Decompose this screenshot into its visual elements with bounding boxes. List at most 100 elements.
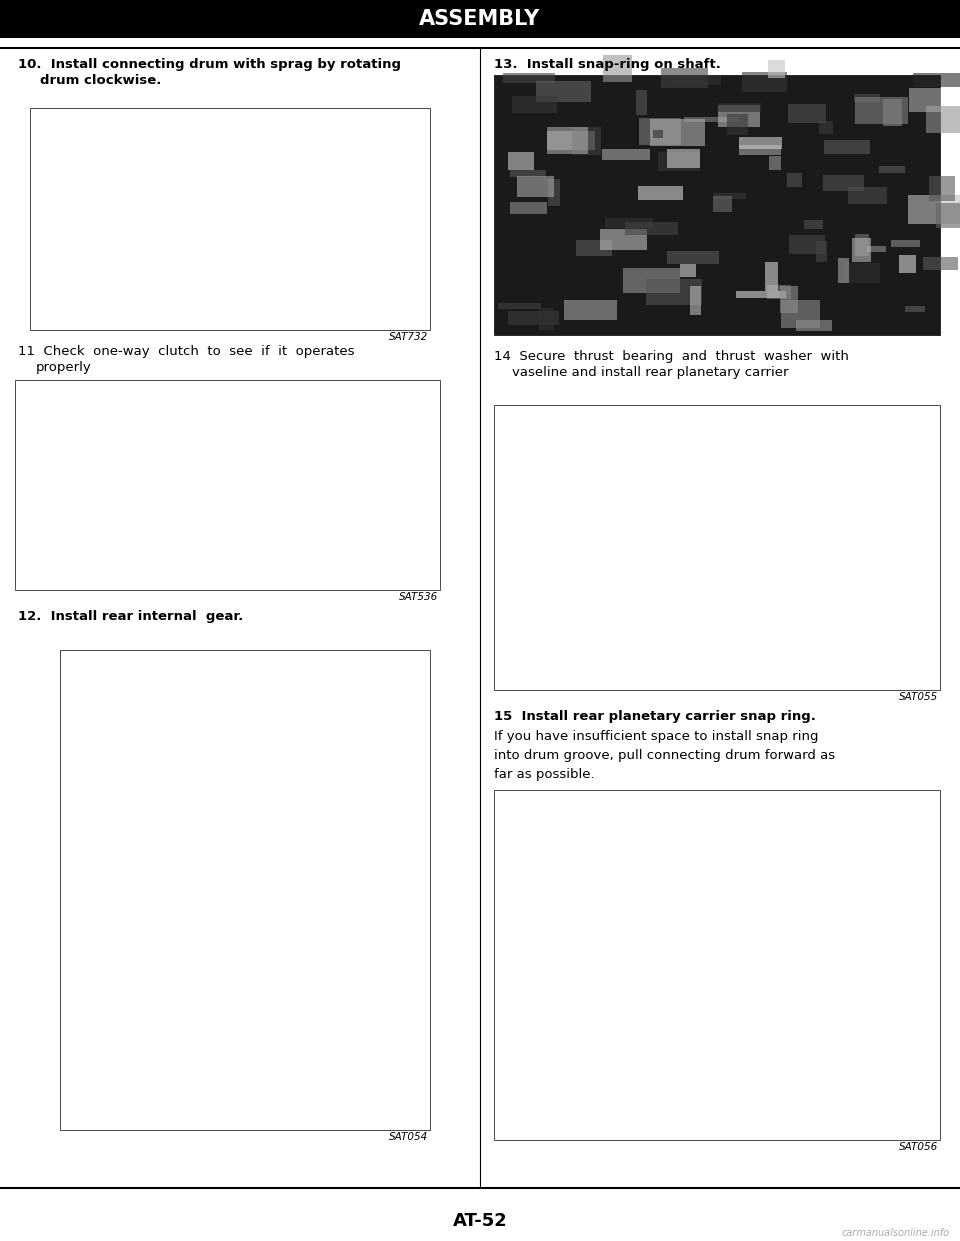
Bar: [605, 217, 653, 228]
Bar: [891, 240, 920, 247]
Bar: [767, 284, 791, 299]
Bar: [780, 285, 799, 313]
Bar: [602, 149, 650, 160]
Bar: [30, 108, 430, 330]
Bar: [639, 118, 681, 145]
Text: ASSEMBLY: ASSEMBLY: [420, 9, 540, 29]
Bar: [823, 175, 864, 191]
Bar: [498, 304, 541, 309]
Text: 13.  Install snap-ring on shaft.: 13. Install snap-ring on shaft.: [494, 58, 721, 71]
Bar: [867, 246, 886, 252]
Bar: [713, 196, 732, 212]
Bar: [536, 81, 590, 102]
Bar: [909, 88, 941, 112]
Text: carmanualsonline.info: carmanualsonline.info: [842, 1229, 950, 1239]
Bar: [718, 103, 761, 113]
Bar: [769, 155, 780, 170]
Bar: [825, 140, 870, 154]
Bar: [666, 76, 722, 86]
Bar: [736, 292, 786, 298]
Bar: [780, 299, 820, 328]
Bar: [855, 97, 908, 124]
Bar: [739, 138, 782, 149]
Bar: [852, 238, 872, 262]
Bar: [623, 268, 680, 293]
Bar: [914, 73, 960, 87]
Bar: [854, 94, 880, 102]
Bar: [844, 263, 880, 283]
Text: drum clockwise.: drum clockwise.: [40, 74, 161, 87]
Bar: [650, 119, 705, 146]
Bar: [539, 308, 554, 330]
Text: SAT054: SAT054: [389, 1132, 428, 1142]
Bar: [646, 278, 703, 305]
Bar: [603, 55, 633, 82]
Bar: [658, 153, 700, 170]
Bar: [572, 127, 601, 155]
Bar: [936, 204, 960, 227]
Bar: [667, 149, 700, 168]
Bar: [600, 230, 647, 251]
Bar: [60, 650, 430, 1131]
Bar: [768, 60, 785, 78]
Bar: [690, 285, 701, 315]
Bar: [513, 96, 558, 113]
Bar: [667, 251, 719, 264]
Text: 10.  Install connecting drum with sprag by rotating: 10. Install connecting drum with sprag b…: [18, 58, 401, 71]
Bar: [661, 68, 708, 88]
Bar: [849, 187, 887, 205]
Bar: [908, 195, 960, 223]
Bar: [517, 176, 554, 197]
Bar: [788, 104, 827, 123]
Text: SAT732: SAT732: [389, 333, 428, 343]
Bar: [854, 233, 870, 256]
Bar: [494, 74, 940, 335]
Text: 14  Secure  thrust  bearing  and  thrust  washer  with: 14 Secure thrust bearing and thrust wash…: [494, 350, 849, 364]
Bar: [789, 236, 826, 254]
Bar: [511, 170, 545, 176]
Text: 15  Install rear planetary carrier snap ring.: 15 Install rear planetary carrier snap r…: [494, 710, 816, 724]
Bar: [684, 117, 737, 123]
Bar: [547, 130, 595, 150]
Bar: [576, 240, 612, 256]
Text: If you have insufficient space to install snap ring
into drum groove, pull conne: If you have insufficient space to instal…: [494, 730, 835, 781]
Bar: [508, 311, 559, 325]
Text: SAT055: SAT055: [899, 692, 938, 702]
Bar: [900, 256, 917, 273]
Bar: [0, 0, 960, 38]
Bar: [727, 114, 748, 135]
Bar: [929, 176, 955, 201]
Bar: [653, 130, 663, 138]
Bar: [926, 105, 960, 134]
Bar: [787, 172, 802, 187]
Bar: [681, 264, 696, 277]
Bar: [718, 105, 760, 128]
Bar: [816, 241, 828, 262]
Bar: [739, 144, 781, 155]
Bar: [838, 258, 849, 283]
Text: SAT056: SAT056: [899, 1142, 938, 1152]
Bar: [625, 222, 678, 235]
Text: 11  Check  one-way  clutch  to  see  if  it  operates: 11 Check one-way clutch to see if it ope…: [18, 345, 354, 357]
Bar: [742, 72, 787, 92]
Bar: [879, 166, 905, 172]
Bar: [564, 300, 617, 320]
Text: SAT536: SAT536: [398, 592, 438, 602]
Text: 12.  Install rear internal  gear.: 12. Install rear internal gear.: [18, 611, 243, 623]
Bar: [765, 262, 779, 290]
Bar: [546, 127, 588, 154]
Bar: [503, 72, 555, 83]
Bar: [510, 202, 547, 213]
Bar: [924, 257, 958, 269]
Bar: [714, 194, 746, 199]
Bar: [494, 791, 940, 1140]
Text: AT-52: AT-52: [452, 1212, 508, 1230]
Bar: [819, 120, 833, 134]
Bar: [796, 320, 831, 330]
Bar: [882, 99, 902, 127]
Bar: [905, 305, 924, 311]
Bar: [15, 380, 440, 589]
Bar: [638, 186, 684, 200]
Bar: [548, 179, 560, 206]
Text: properly: properly: [36, 361, 92, 374]
